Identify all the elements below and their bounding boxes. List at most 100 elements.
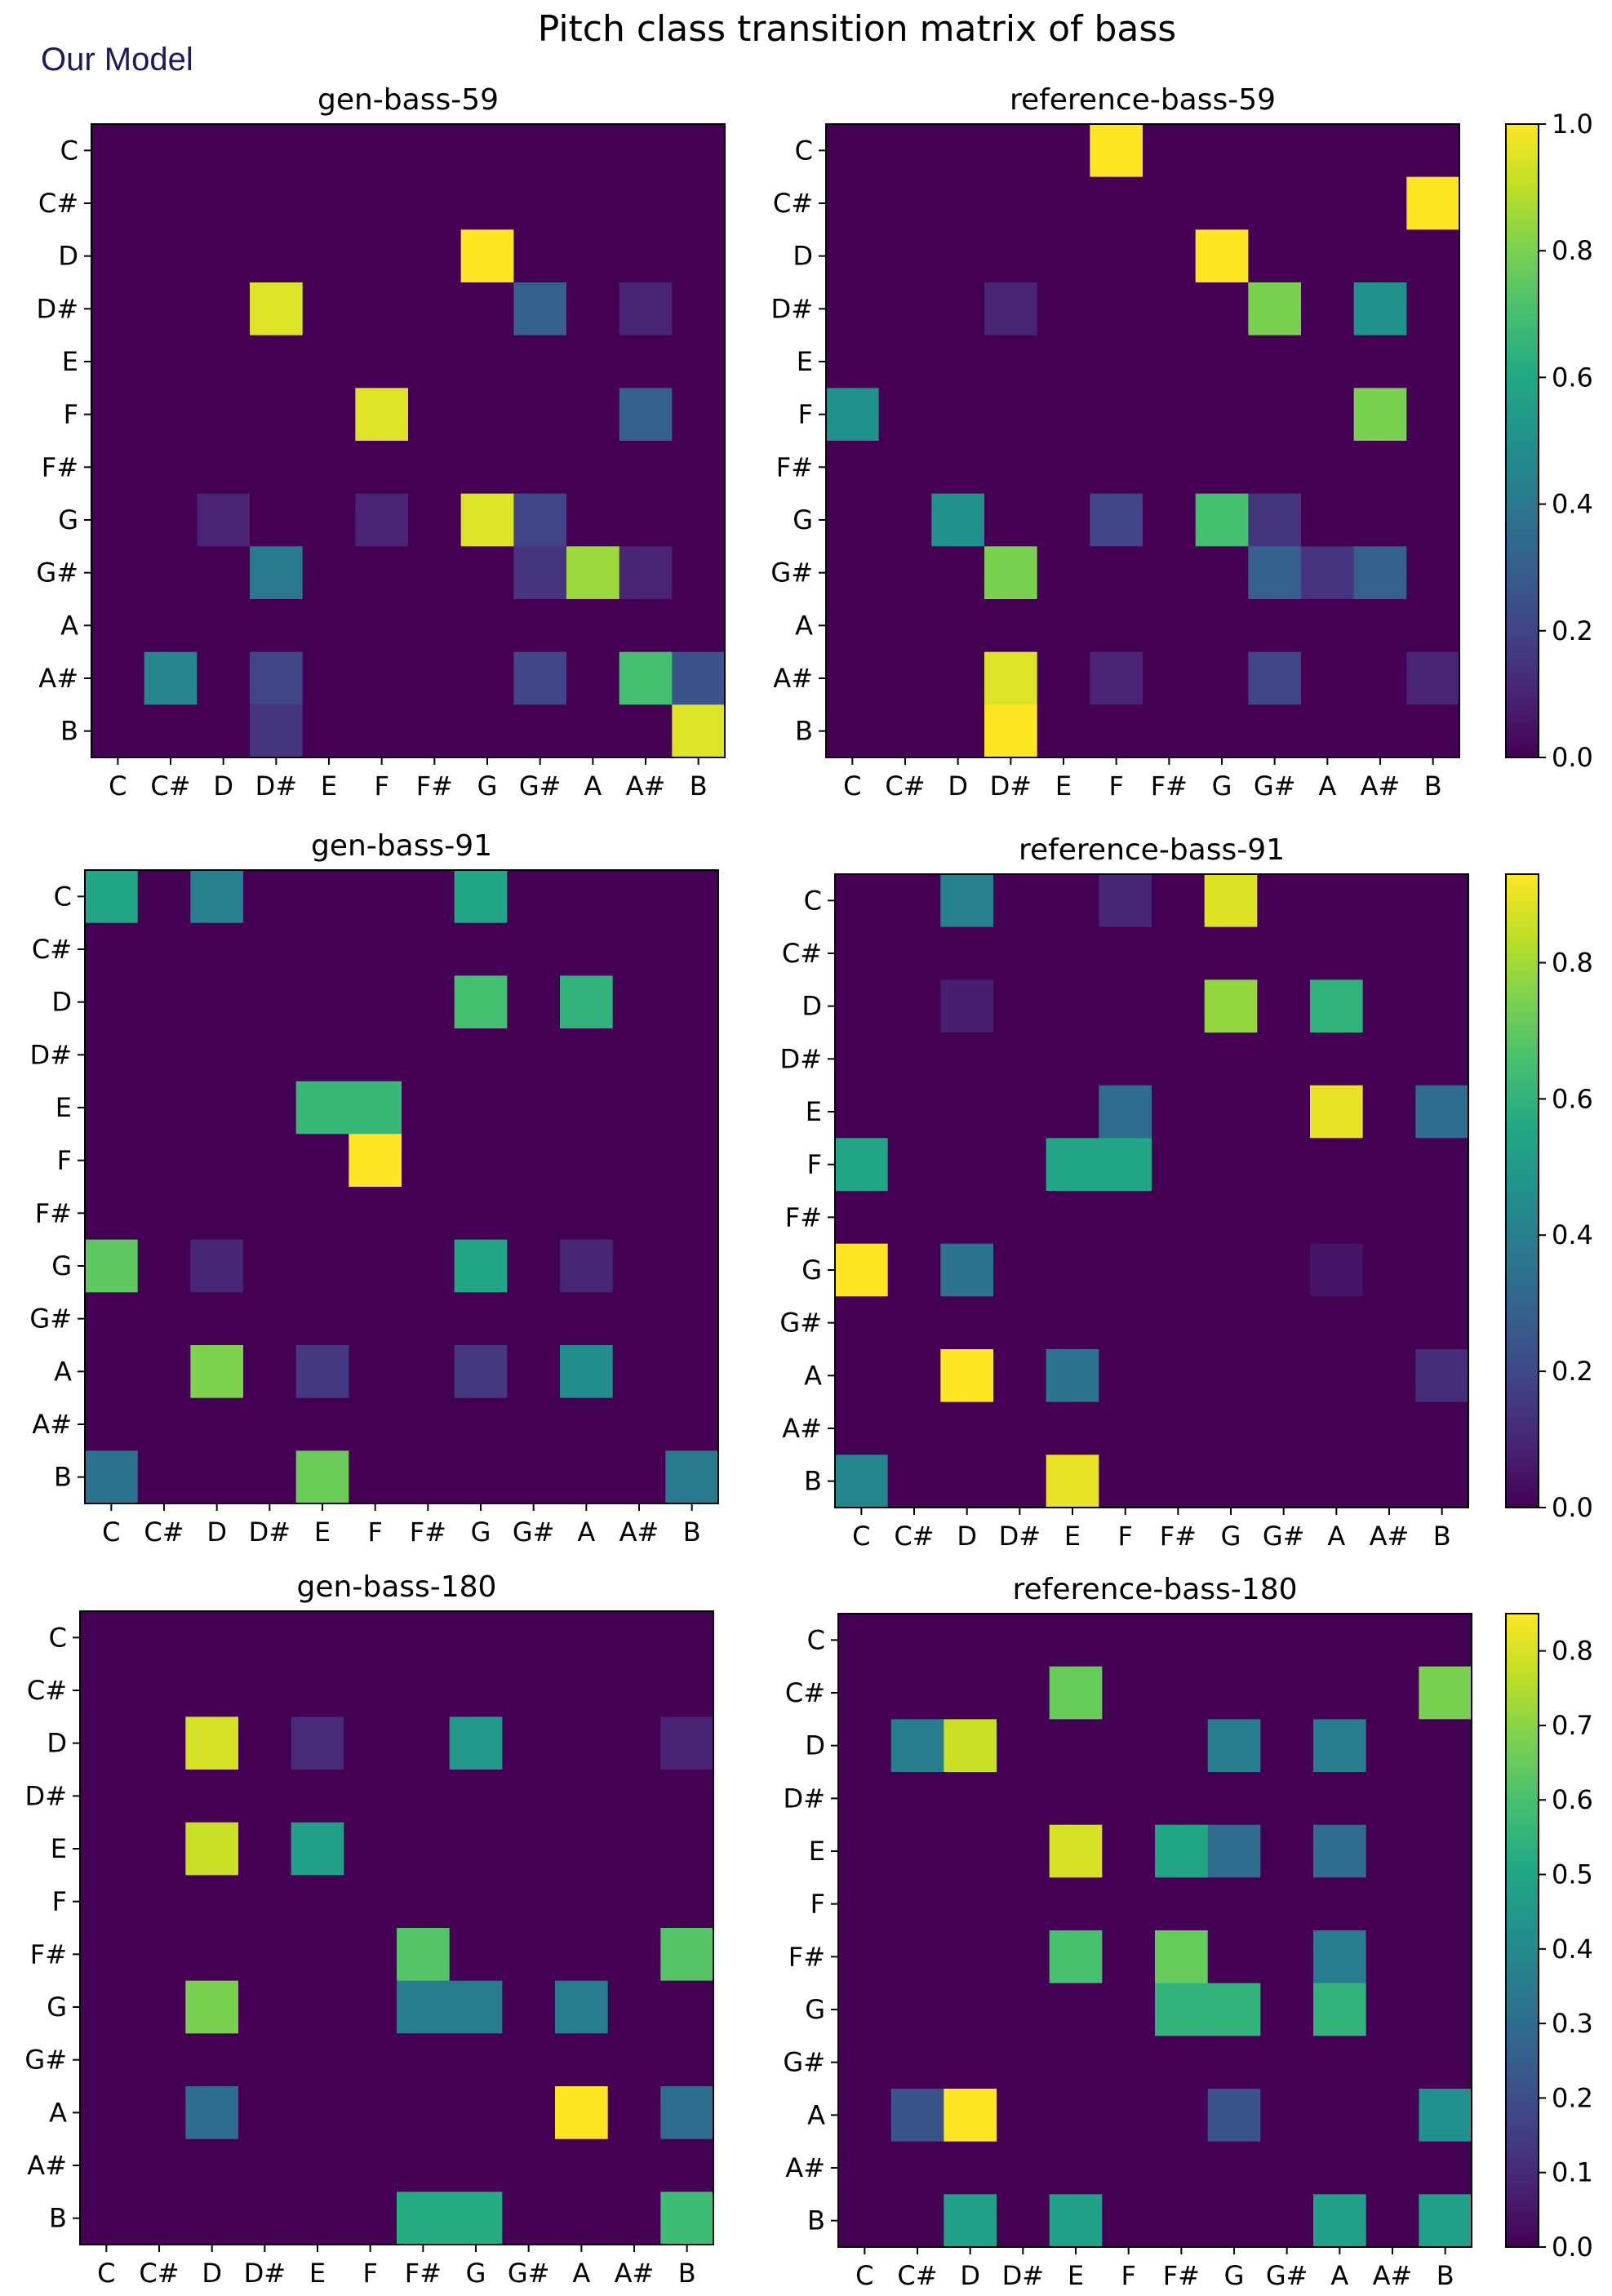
- y-tick-label: A: [804, 1360, 822, 1391]
- heatmap-cell: [243, 922, 297, 976]
- heatmap-cell: [826, 599, 880, 653]
- colorbar-segment: [1506, 1693, 1539, 1699]
- colorbar-segment: [1506, 335, 1539, 341]
- x-tick-label: E: [1055, 771, 1072, 802]
- heatmap-cell: [1366, 2194, 1419, 2248]
- heatmap-cell: [408, 599, 462, 653]
- heatmap-cell: [672, 282, 726, 336]
- heatmap-cell: [513, 441, 567, 495]
- colorbar-segment: [1506, 1835, 1539, 1841]
- heatmap-cell: [1046, 1191, 1099, 1245]
- x-tick-label: C: [97, 2258, 115, 2289]
- colorbar-segment: [1506, 1666, 1539, 1672]
- colorbar-segment: [1506, 356, 1539, 362]
- heatmap-cell: [555, 1716, 609, 1770]
- heatmap-cell: [838, 1719, 892, 1773]
- heatmap-cell: [502, 2192, 556, 2245]
- colorbar-segment: [1506, 1280, 1539, 1286]
- heatmap-cell: [1207, 1824, 1261, 1878]
- heatmap-cell: [1313, 1930, 1367, 1984]
- heatmap-cell: [940, 1349, 994, 1403]
- heatmap-cell: [940, 1085, 994, 1139]
- heatmap-cell: [238, 1611, 292, 1665]
- heatmap-cell: [190, 1345, 244, 1399]
- heatmap-cell: [1143, 546, 1197, 600]
- heatmap-cell: [355, 441, 409, 495]
- colorbar-segment: [1506, 414, 1539, 420]
- heatmap-cell: [144, 546, 198, 600]
- heatmap-cell: [931, 704, 985, 758]
- colorbar-segment: [1506, 345, 1539, 352]
- heatmap-cell: [1207, 2194, 1261, 2248]
- x-tick-label: C#: [150, 771, 190, 802]
- heatmap-cell: [507, 1292, 561, 1346]
- heatmap-cell: [619, 493, 673, 547]
- colorbar-segment: [1506, 424, 1539, 431]
- heatmap-cell: [607, 1663, 661, 1717]
- x-tick-label: A#: [1370, 1521, 1410, 1552]
- colorbar-segment: [1506, 1761, 1539, 1768]
- heatmap-cell: [1257, 1033, 1311, 1086]
- colorbar-segment: [1506, 2057, 1539, 2063]
- colorbar-segment: [1506, 1343, 1539, 1350]
- heatmap-cell: [555, 2192, 609, 2245]
- heatmap-cell: [454, 1450, 508, 1504]
- heatmap-cell: [835, 1401, 889, 1455]
- heatmap-cell: [619, 546, 673, 600]
- heatmap-cell: [250, 599, 304, 653]
- heatmap-cell: [887, 926, 941, 980]
- heatmap-cell: [355, 599, 409, 653]
- y-tick-label: A#: [773, 663, 813, 694]
- heatmap-cell: [1037, 546, 1090, 600]
- colorbar-segment: [1506, 509, 1539, 516]
- colorbar-segment: [1506, 1249, 1539, 1255]
- heatmap-cell: [619, 704, 673, 758]
- heatmap-cell: [238, 2192, 292, 2245]
- colorbar-segment: [1506, 1090, 1539, 1097]
- x-tick-label: F: [367, 1517, 382, 1548]
- heatmap-cell: [91, 176, 145, 230]
- heatmap-cell: [144, 599, 198, 653]
- heatmap-cell: [1099, 926, 1152, 980]
- heatmap-cell: [672, 546, 726, 600]
- heatmap-cell: [940, 1454, 994, 1508]
- heatmap-cell: [672, 176, 726, 230]
- heatmap-cell: [344, 2086, 397, 2140]
- heatmap-cell: [295, 1397, 349, 1451]
- heatmap-cell: [944, 1824, 997, 1878]
- heatmap-cell: [997, 2141, 1050, 2195]
- heatmap-cell: [190, 1450, 244, 1504]
- heatmap-cell: [555, 1980, 609, 2034]
- heatmap-cell: [144, 229, 198, 283]
- heatmap-cell: [91, 441, 145, 495]
- heatmap-cell: [1037, 704, 1090, 758]
- colorbar-segment: [1506, 504, 1539, 510]
- colorbar-segment: [1506, 2130, 1539, 2137]
- colorbar-segment: [1506, 736, 1539, 743]
- colorbar-segment: [1506, 1259, 1539, 1266]
- heatmap-cell: [619, 229, 673, 283]
- heatmap-cell: [1155, 1772, 1209, 1826]
- heatmap-cell: [1260, 1719, 1314, 1773]
- colorbar-segment: [1506, 1914, 1539, 1921]
- heatmap-cell: [408, 651, 462, 705]
- heatmap-cell: [1204, 1454, 1258, 1508]
- colorbar-segment: [1506, 948, 1539, 954]
- x-tick-label: E: [309, 2258, 326, 2289]
- y-tick-label: F: [64, 399, 78, 430]
- heatmap-cell: [931, 282, 985, 336]
- heatmap-cell: [144, 704, 198, 758]
- colorbar-segment: [1506, 1782, 1539, 1788]
- heatmap-cell: [454, 1081, 508, 1135]
- x-tick-label: F#: [1151, 771, 1188, 802]
- heatmap-cell: [502, 1980, 556, 2034]
- y-tick-label: D#: [37, 293, 78, 324]
- colorbar-segment: [1506, 129, 1539, 135]
- colorbar-segment: [1506, 1354, 1539, 1361]
- colorbar-segment: [1506, 2178, 1539, 2184]
- colorbar-segment: [1506, 382, 1539, 389]
- heatmap-cell: [1152, 1349, 1206, 1403]
- heatmap-cell: [349, 1028, 402, 1082]
- colorbar-segment: [1506, 1069, 1539, 1076]
- heatmap-cell: [826, 335, 880, 389]
